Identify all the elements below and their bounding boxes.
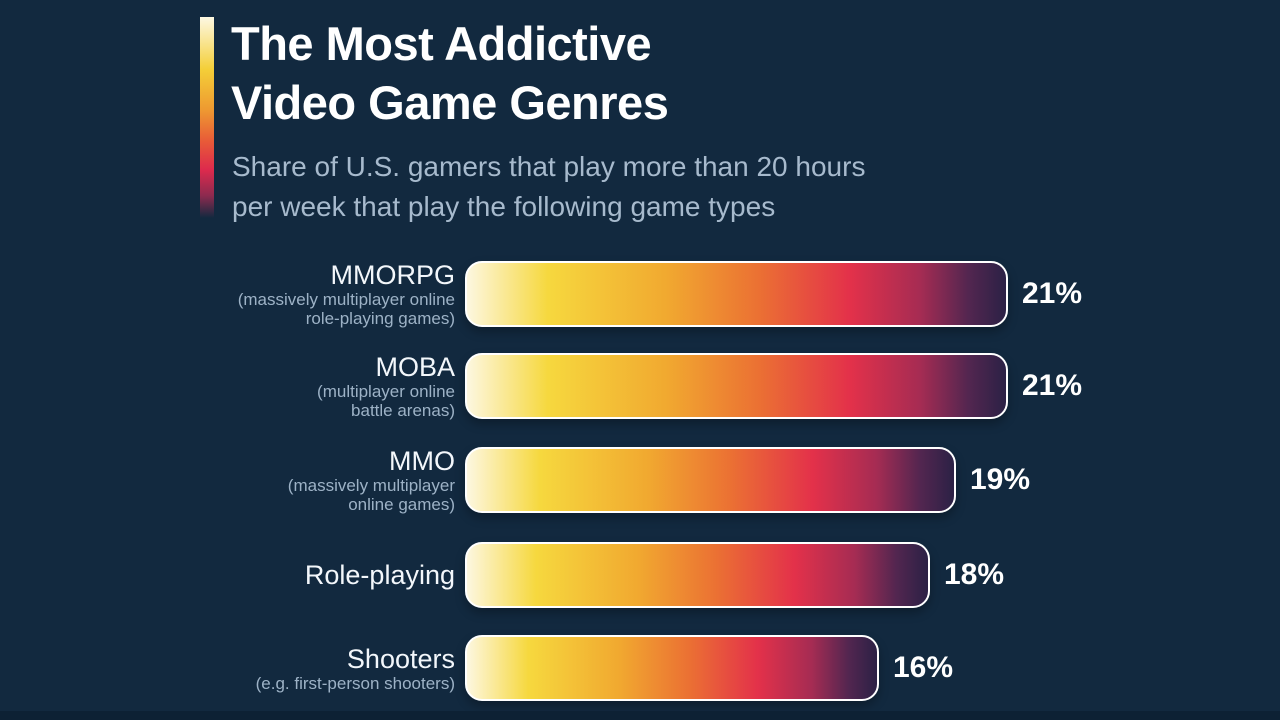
gradient-bar (465, 353, 1008, 419)
category-label: MMORPG (massively multiplayer online role-… (0, 260, 456, 328)
category-sublabel: (multiplayer online (317, 382, 455, 401)
category-sublabel: online games) (348, 495, 455, 514)
bottom-border-band (0, 711, 1280, 720)
category-sublabel: (e.g. first-person shooters) (255, 673, 455, 693)
category-sublabel: role-playing games) (305, 309, 455, 328)
title-accent-stripe (200, 17, 214, 218)
category-name: Shooters (346, 643, 455, 674)
value-label: 16% (893, 651, 954, 684)
gradient-bar (465, 542, 930, 608)
category-sublabel: battle arenas) (351, 401, 455, 420)
value-label: 21% (1022, 369, 1083, 402)
gradient-bar (465, 261, 1008, 327)
category-sublabel: (massively multiplayer online (237, 290, 455, 309)
category-name: MMO (389, 446, 455, 476)
page-title-line2: Video Game Genres (231, 76, 669, 129)
value-label: 21% (1022, 277, 1083, 310)
category-label: Shooters (e.g. first-person shooters) (0, 635, 455, 701)
category-label: MOBA (multiplayer online battle arenas) (0, 352, 455, 420)
page-subtitle: Share of U.S. gamers that play more than… (232, 147, 865, 227)
value-label: 18% (944, 558, 1005, 591)
category-name: MOBA (375, 352, 455, 382)
category-sublabel: (massively multiplayer (287, 476, 455, 495)
value-label: 19% (970, 463, 1031, 496)
gradient-bar (465, 447, 956, 513)
page-title: The Most Addictive Video Game Genres (231, 14, 669, 132)
category-name: Role-playing (304, 560, 455, 590)
category-name: MMORPG (330, 260, 456, 290)
category-label: Role-playing (0, 542, 455, 608)
page-title-line1: The Most Addictive (231, 17, 652, 70)
page-subtitle-line1: Share of U.S. gamers that play more than… (232, 151, 866, 182)
category-label: MMO (massively multiplayer online games) (0, 446, 455, 514)
gradient-bar (465, 635, 879, 701)
page-subtitle-line2: per week that play the following game ty… (232, 191, 776, 222)
